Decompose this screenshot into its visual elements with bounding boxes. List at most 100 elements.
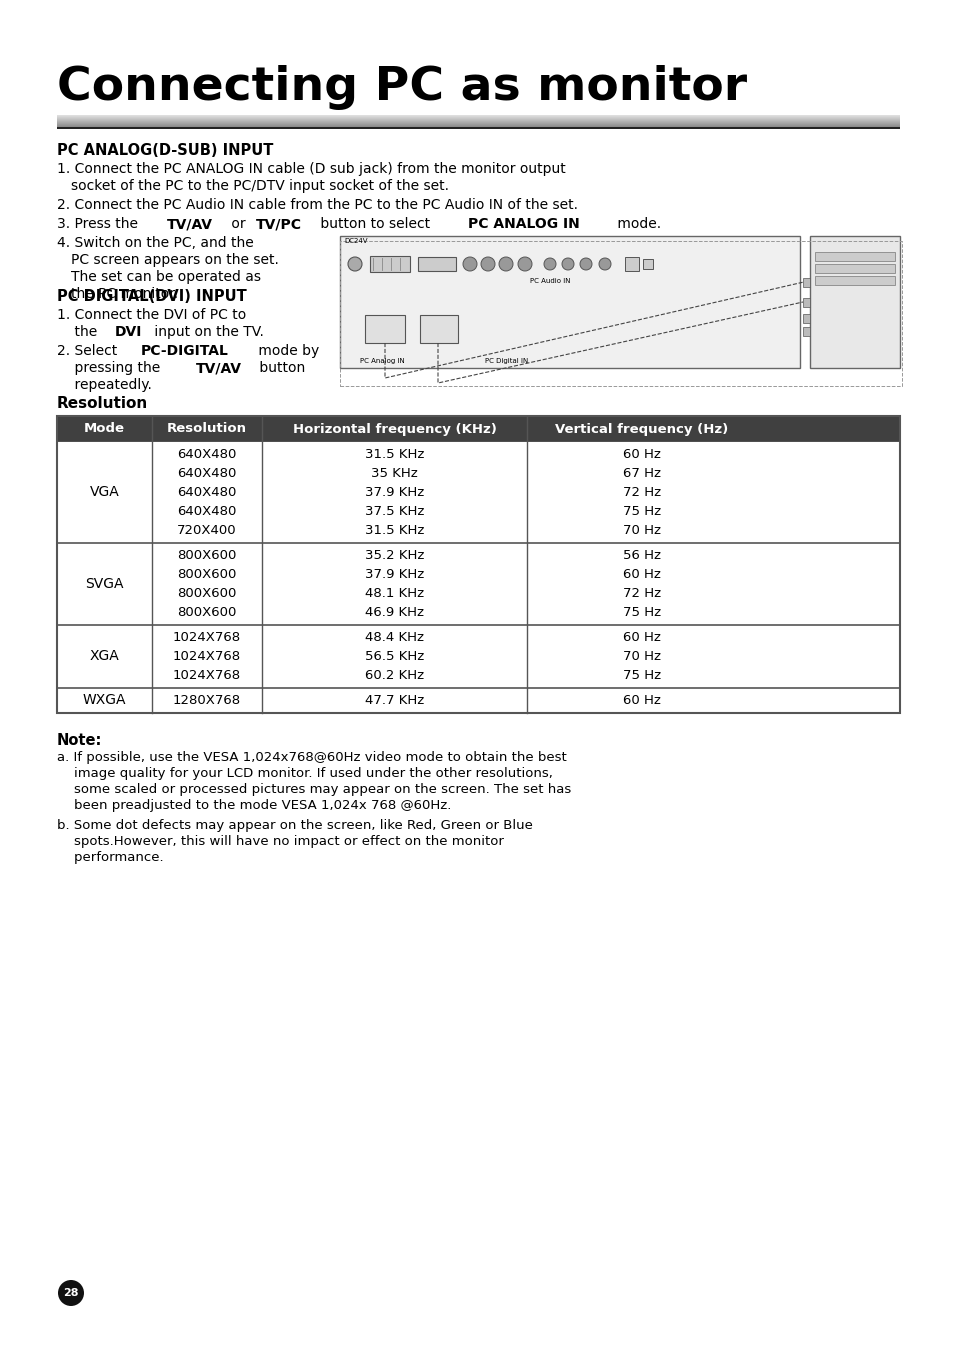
Text: spots.However, this will have no impact or effect on the monitor: spots.However, this will have no impact … (57, 835, 503, 848)
Bar (370, 256, 410, 272)
Text: 640X480: 640X480 (177, 467, 236, 480)
Text: mode.: mode. (612, 217, 660, 230)
Text: socket of the PC to the PC/DTV input socket of the set.: socket of the PC to the PC/DTV input soc… (71, 179, 449, 192)
Bar (419, 314, 457, 343)
Text: XGA: XGA (90, 649, 119, 664)
Circle shape (579, 257, 592, 270)
Bar (814, 276, 894, 285)
Text: 75 Hz: 75 Hz (622, 606, 660, 619)
Bar (642, 259, 652, 270)
Text: Resolution: Resolution (167, 423, 247, 435)
Text: 70 Hz: 70 Hz (622, 524, 660, 537)
Text: 4. Switch on the PC, and the: 4. Switch on the PC, and the (57, 236, 253, 251)
Bar (57, 625, 899, 688)
Text: PC screen appears on the set.: PC screen appears on the set. (71, 253, 278, 267)
Text: Vertical frequency (Hz): Vertical frequency (Hz) (555, 423, 728, 435)
Text: 28: 28 (63, 1289, 79, 1298)
Text: 47.7 KHz: 47.7 KHz (364, 694, 424, 707)
Text: PC DIGITAL(DVI) INPUT: PC DIGITAL(DVI) INPUT (57, 289, 247, 304)
Text: Connecting PC as monitor: Connecting PC as monitor (57, 65, 746, 110)
Circle shape (517, 257, 532, 271)
Text: repeatedly.: repeatedly. (57, 378, 152, 392)
Text: PC ANALOG IN: PC ANALOG IN (468, 217, 579, 230)
Text: SVGA: SVGA (85, 577, 124, 591)
Bar (57, 416, 899, 442)
Text: 640X480: 640X480 (177, 449, 236, 461)
Bar (802, 278, 809, 287)
Bar (339, 241, 901, 386)
Text: 35.2 KHz: 35.2 KHz (364, 549, 424, 562)
Text: the: the (57, 325, 102, 339)
Text: 800X600: 800X600 (177, 587, 236, 600)
Text: DC24V: DC24V (344, 238, 367, 244)
Bar (57, 442, 899, 543)
Text: 2. Connect the PC Audio IN cable from the PC to the PC Audio IN of the set.: 2. Connect the PC Audio IN cable from th… (57, 198, 578, 211)
Text: 800X600: 800X600 (177, 549, 236, 562)
Bar (417, 257, 456, 271)
Text: 1. Connect the PC ANALOG IN cable (D sub jack) from the monitor output: 1. Connect the PC ANALOG IN cable (D sub… (57, 163, 565, 176)
Text: PC-DIGITAL: PC-DIGITAL (140, 344, 228, 358)
Text: 800X600: 800X600 (177, 568, 236, 581)
Text: WXGA: WXGA (83, 694, 126, 707)
Text: Resolution: Resolution (57, 396, 148, 411)
Text: 1024X768: 1024X768 (172, 650, 241, 663)
Text: 37.5 KHz: 37.5 KHz (364, 505, 424, 518)
Text: 800X600: 800X600 (177, 606, 236, 619)
Bar (802, 327, 809, 336)
Text: Horizontal frequency (KHz): Horizontal frequency (KHz) (293, 423, 496, 435)
Text: 72 Hz: 72 Hz (622, 486, 660, 499)
Text: Mode: Mode (84, 423, 125, 435)
Circle shape (598, 257, 610, 270)
Circle shape (498, 257, 513, 271)
Bar (57, 416, 899, 713)
Text: 1280X768: 1280X768 (172, 694, 241, 707)
Text: 48.4 KHz: 48.4 KHz (365, 631, 423, 644)
Text: 75 Hz: 75 Hz (622, 669, 660, 682)
Text: TV/AV: TV/AV (167, 217, 213, 230)
Bar (802, 314, 809, 322)
Text: 640X480: 640X480 (177, 486, 236, 499)
Text: 1024X768: 1024X768 (172, 631, 241, 644)
Bar (814, 264, 894, 272)
Bar (809, 236, 899, 369)
Bar (57, 543, 899, 625)
Text: 46.9 KHz: 46.9 KHz (365, 606, 423, 619)
Text: or: or (226, 217, 250, 230)
Bar (339, 236, 800, 369)
Text: 60.2 KHz: 60.2 KHz (365, 669, 424, 682)
Text: 2. Select: 2. Select (57, 344, 121, 358)
Text: 3. Press the: 3. Press the (57, 217, 142, 230)
Text: button to select: button to select (315, 217, 434, 230)
Circle shape (462, 257, 476, 271)
Bar (802, 298, 809, 308)
Bar (624, 257, 639, 271)
Text: 31.5 KHz: 31.5 KHz (364, 449, 424, 461)
Text: 60 Hz: 60 Hz (622, 449, 660, 461)
Text: 75 Hz: 75 Hz (622, 505, 660, 518)
Text: input on the TV.: input on the TV. (150, 325, 263, 339)
Bar (57, 416, 899, 442)
Text: PC Analog IN: PC Analog IN (359, 358, 404, 364)
Text: a. If possible, use the VESA 1,024x768@60Hz video mode to obtain the best: a. If possible, use the VESA 1,024x768@6… (57, 751, 566, 764)
Text: button: button (255, 360, 305, 375)
Circle shape (543, 257, 556, 270)
Text: 35 KHz: 35 KHz (371, 467, 417, 480)
Circle shape (348, 257, 361, 271)
Text: 67 Hz: 67 Hz (622, 467, 660, 480)
Bar (57, 688, 899, 713)
Text: 56.5 KHz: 56.5 KHz (364, 650, 424, 663)
Text: VGA: VGA (90, 485, 119, 500)
Bar (57, 126, 899, 129)
Text: 60 Hz: 60 Hz (622, 568, 660, 581)
Circle shape (58, 1280, 84, 1306)
Text: performance.: performance. (57, 851, 164, 864)
Text: 720X400: 720X400 (177, 524, 236, 537)
Text: 60 Hz: 60 Hz (622, 694, 660, 707)
Text: 640X480: 640X480 (177, 505, 236, 518)
Bar (814, 252, 894, 262)
Text: 48.1 KHz: 48.1 KHz (365, 587, 424, 600)
Text: b. Some dot defects may appear on the screen, like Red, Green or Blue: b. Some dot defects may appear on the sc… (57, 818, 533, 832)
Text: PC Digital IN: PC Digital IN (484, 358, 528, 364)
Text: TV/AV: TV/AV (195, 360, 242, 375)
Text: The set can be operated as: The set can be operated as (71, 270, 261, 285)
